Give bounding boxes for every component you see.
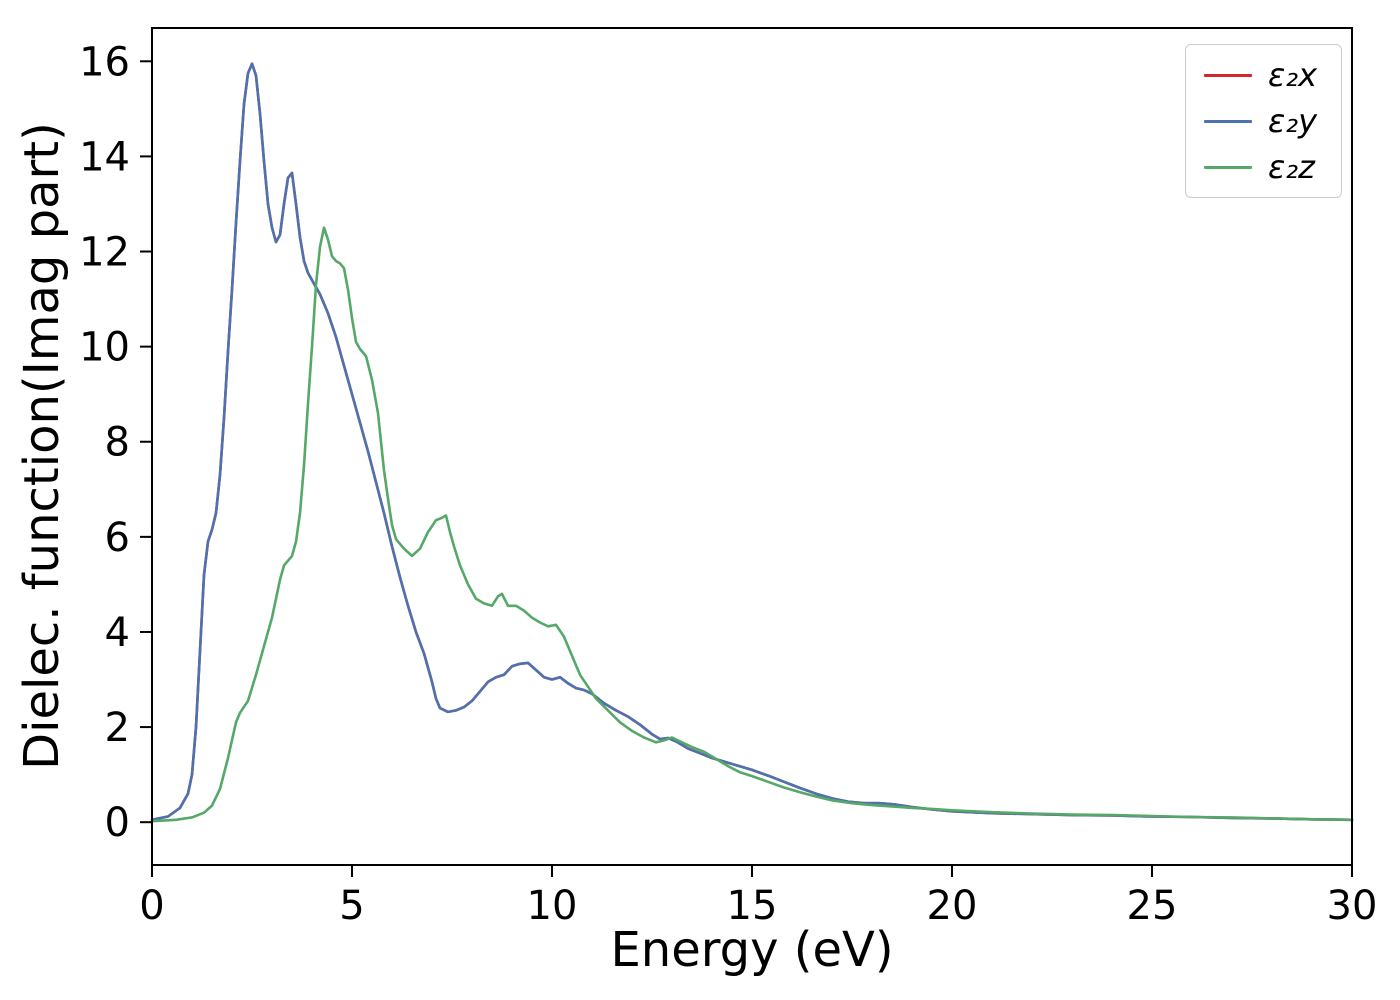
series-line-2 (150, 226, 1354, 823)
legend-label: ε₂x (1267, 56, 1317, 94)
y-tick-label: 12 (79, 230, 130, 276)
x-tick-label: 0 (139, 883, 164, 929)
y-axis-label: Dielec. function(Imag part) (14, 122, 70, 770)
x-tick-label: 10 (527, 883, 578, 929)
y-tick-label: 10 (79, 325, 130, 371)
legend-item-1: ε₂y (1203, 102, 1317, 140)
legend-line-swatch (1203, 73, 1252, 77)
y-tick-label: 16 (79, 39, 130, 85)
y-tick-label: 14 (79, 134, 130, 180)
x-tick-label: 15 (727, 883, 778, 929)
legend-label: ε₂z (1267, 148, 1315, 186)
series-line-1 (150, 62, 1354, 822)
legend-item-2: ε₂z (1203, 148, 1317, 186)
legend-line-swatch (1203, 119, 1252, 123)
y-tick-label: 0 (105, 800, 130, 846)
y-tick-label: 2 (105, 705, 130, 751)
x-axis-label: Energy (eV) (610, 922, 894, 978)
series-line-0 (150, 62, 1354, 822)
legend-label: ε₂y (1267, 102, 1317, 140)
x-tick-label: 20 (927, 883, 978, 929)
y-tick-label: 4 (105, 610, 130, 656)
x-tick-label: 5 (339, 883, 364, 929)
axes-spines (151, 27, 1353, 866)
x-tick-label: 25 (1127, 883, 1178, 929)
legend: ε₂x ε₂y ε₂z (1184, 44, 1342, 198)
x-tick-label: 30 (1327, 883, 1378, 929)
y-tick-label: 6 (105, 515, 130, 561)
legend-line-swatch (1203, 165, 1252, 169)
y-tick-label: 8 (105, 420, 130, 466)
legend-item-0: ε₂x (1203, 56, 1317, 94)
